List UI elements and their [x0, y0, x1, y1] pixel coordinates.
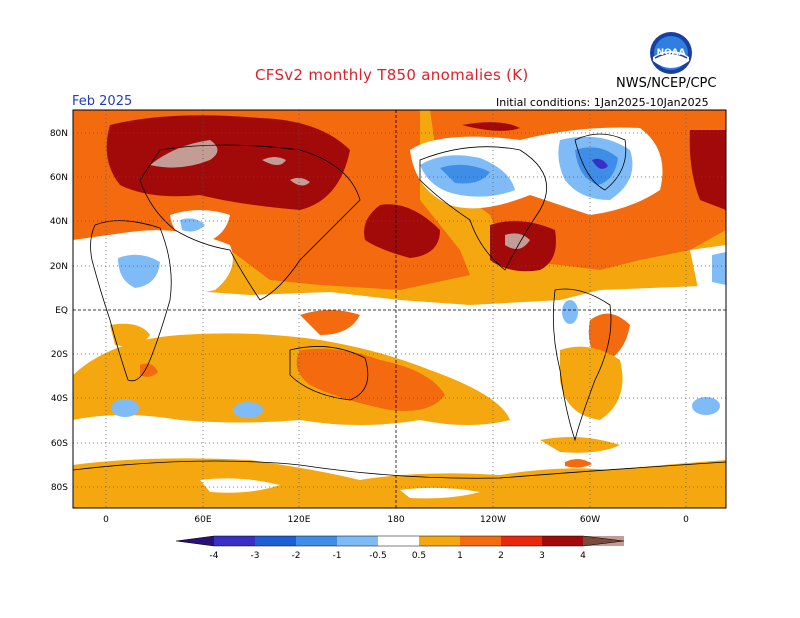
anomaly-region [180, 218, 205, 232]
chart-title: CFSv2 monthly T850 anomalies (K) [255, 66, 529, 84]
anomaly-region [296, 348, 445, 411]
lon-label: 0 [103, 515, 109, 525]
lon-label: 60E [194, 515, 211, 525]
lat-label: 80N [50, 129, 68, 139]
anomaly-region [140, 363, 158, 377]
lat-label: 60N [50, 173, 68, 183]
lon-label: 60W [580, 515, 600, 525]
agency-label: NWS/NCEP/CPC [616, 76, 717, 91]
colorbar-swatch [378, 536, 419, 546]
forecast-period: Feb 2025 [72, 94, 133, 109]
anomaly-region [73, 458, 726, 508]
colorbar-tick: -3 [251, 551, 260, 561]
anomaly-region [540, 436, 620, 453]
anomaly-region [565, 458, 592, 468]
svg-text:NOAA: NOAA [657, 48, 686, 58]
colorbar-tick: -2 [292, 551, 301, 561]
anomaly-region [200, 478, 280, 493]
colorbar-swatch [176, 536, 214, 546]
anomaly-region [562, 300, 578, 324]
colorbar-tick: 1 [457, 551, 463, 561]
lon-label: 120E [288, 515, 311, 525]
anomaly-region [118, 254, 160, 288]
colorbar-tick: 0.5 [412, 551, 426, 561]
anomaly-region [575, 147, 618, 185]
lat-label: EQ [55, 306, 68, 316]
lon-label: 0 [683, 515, 689, 525]
anomaly-region [290, 177, 310, 186]
anomaly-region [592, 158, 608, 169]
lat-label: 20S [51, 350, 68, 360]
anomaly-region [150, 140, 218, 168]
lat-label: 80S [51, 483, 68, 493]
colorbar-swatch [583, 536, 624, 546]
colorbar-swatch [542, 536, 583, 546]
lat-label: 40N [50, 217, 68, 227]
anomaly-region [462, 122, 520, 131]
colorbar-tick: 2 [498, 551, 504, 561]
colorbar-swatch [501, 536, 542, 546]
lat-label: 20N [50, 262, 68, 272]
colorbar-tick: -1 [333, 551, 342, 561]
equator-dateline [73, 110, 726, 508]
colorbar-swatch [337, 536, 378, 546]
anomaly-region [560, 346, 623, 420]
colorbar-swatch [214, 536, 255, 546]
anomaly-region [364, 204, 440, 258]
anomaly-region [111, 399, 139, 417]
anomaly-region [440, 164, 490, 184]
lat-label: 40S [51, 394, 68, 404]
lon-label: 120W [480, 515, 506, 525]
anomaly-region [692, 397, 720, 415]
anomaly-region [233, 402, 263, 418]
anomaly-region [505, 233, 530, 249]
colorbar-swatch [460, 536, 501, 546]
noaa-logo: NOAA [649, 31, 693, 75]
lon-label: 180 [387, 515, 404, 525]
colorbar-tick: -4 [210, 551, 219, 561]
anomaly-region [106, 115, 351, 210]
anomaly-region [110, 323, 150, 347]
coastlines [73, 133, 726, 479]
colorbar-swatch [419, 536, 460, 546]
anomaly-region [300, 310, 360, 335]
anomaly-region [689, 130, 726, 210]
graticule [73, 110, 726, 508]
colorbar-swatch [296, 536, 337, 546]
initial-conditions: Initial conditions: 1Jan2025-10Jan2025 [496, 96, 709, 109]
colorbar-tick: -0.5 [369, 551, 387, 561]
colorbar-swatch [255, 536, 296, 546]
map-border [72, 109, 727, 509]
lat-label: 60S [51, 439, 68, 449]
anomaly-region [262, 157, 286, 165]
colorbar: -4 -3 -2 -1 -0.5 0.5 1 2 3 4 [175, 535, 625, 561]
colorbar-tick: 3 [539, 551, 545, 561]
anomaly-region [400, 487, 480, 499]
colorbar-tick: 4 [580, 551, 586, 561]
anomaly-region [712, 252, 726, 285]
